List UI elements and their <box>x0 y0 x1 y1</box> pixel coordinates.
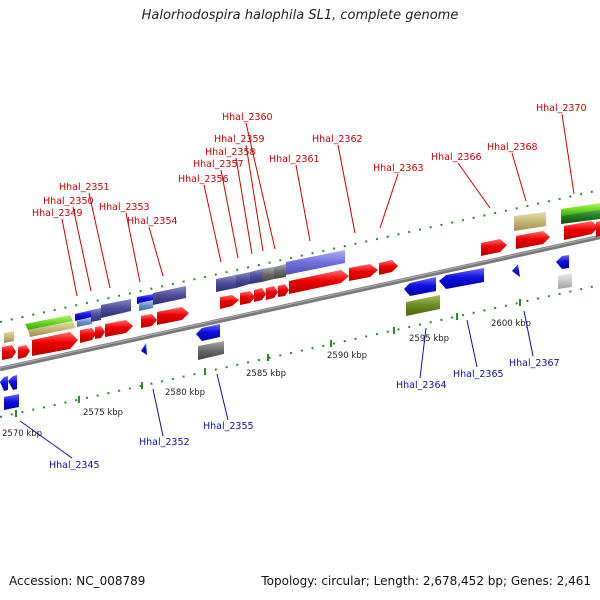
reverse-gene-arrow <box>0 376 8 391</box>
reverse-gene-arrow <box>141 343 147 355</box>
gene-label: Hhal_2360 <box>222 112 273 123</box>
gene-label: Hhal_2367 <box>509 358 560 369</box>
steel-feature <box>139 300 153 311</box>
gene-label: Hhal_2358 <box>205 147 256 158</box>
backbone-line <box>0 234 600 372</box>
forward-gene-arrow <box>289 270 349 294</box>
gene-label: Hhal_2352 <box>139 437 190 448</box>
forward-gene-arrow <box>157 307 189 325</box>
top-gene-labels: Hhal_2349 Hhal_2350 Hhal_2351 Hhal_2353 … <box>32 103 587 227</box>
steel-feature <box>77 317 92 327</box>
dark-green-feature <box>561 210 600 224</box>
gene-label: Hhal_2357 <box>193 159 244 170</box>
lavender-feature <box>286 250 345 275</box>
navy-feature <box>216 275 236 292</box>
gene-label: Hhal_2359 <box>214 134 265 145</box>
reverse-gene-arrow <box>196 324 220 341</box>
forward-gene-arrow <box>596 221 600 237</box>
grey-feature <box>198 341 224 360</box>
reverse-gene-arrow <box>4 394 19 410</box>
green-feature <box>25 315 73 330</box>
grey-feature <box>274 264 286 279</box>
gene-label: Hhal_2350 <box>43 196 94 207</box>
forward-gene-arrow <box>2 345 16 360</box>
gene-label: Hhal_2370 <box>536 103 587 114</box>
gene-label: Hhal_2349 <box>32 208 83 219</box>
forward-gene-arrow <box>80 328 96 343</box>
olive-feature <box>406 295 440 316</box>
green-feature <box>561 203 600 217</box>
reverse-gene-arrow <box>404 277 436 296</box>
reverse-strand-features <box>0 255 572 410</box>
blue-feature <box>75 310 92 321</box>
reverse-gene-arrow <box>439 268 484 289</box>
gene-label: Hhal_2366 <box>431 152 482 163</box>
tan-feature <box>4 331 14 343</box>
tan-feature <box>28 321 75 337</box>
scale-label: 2595 kbp <box>409 334 449 344</box>
major-ticks <box>15 299 521 417</box>
reverse-gene-arrow <box>8 375 17 390</box>
backbone-highlight <box>0 235 600 369</box>
scale-label: 2570 kbp <box>2 429 42 439</box>
forward-strand-features <box>2 203 600 360</box>
gene-label: Hhal_2363 <box>373 163 424 174</box>
reverse-gene-arrow <box>512 264 520 277</box>
reverse-gene-arrow <box>556 255 569 269</box>
grey-feature <box>262 267 274 282</box>
forward-gene-arrow <box>32 332 78 356</box>
navy-feature <box>91 308 101 322</box>
forward-gene-arrow <box>240 291 255 305</box>
navy-feature <box>153 286 186 305</box>
forward-gene-arrow <box>379 260 398 275</box>
scale-label: 2600 kbp <box>491 319 531 329</box>
scale-label: 2590 kbp <box>327 351 367 361</box>
navy-feature <box>250 269 262 284</box>
forward-gene-arrow <box>105 320 133 337</box>
forward-gene-arrow <box>349 264 378 281</box>
forward-gene-arrow <box>564 221 598 240</box>
scale-label: 2580 kbp <box>165 388 205 398</box>
forward-gene-arrow <box>95 326 105 339</box>
gene-label: Hhal_2362 <box>312 134 363 145</box>
accession-label: Accession: NC_008789 <box>9 574 146 588</box>
forward-gene-arrow <box>254 288 266 302</box>
bottom-gene-labels: Hhal_2345 Hhal_2352 Hhal_2355 Hhal_2364 … <box>49 358 560 471</box>
gene-label: Hhal_2353 <box>99 202 150 213</box>
navy-feature <box>236 272 250 288</box>
scale-label: 2585 kbp <box>246 369 286 379</box>
gene-label: Hhal_2361 <box>269 154 320 165</box>
gene-label: Hhal_2345 <box>49 460 100 471</box>
forward-gene-arrow <box>141 314 157 328</box>
scale-label: 2575 kbp <box>83 408 123 418</box>
navy-feature <box>101 299 131 318</box>
scale-labels: 2570 kbp 2575 kbp 2580 kbp 2585 kbp 2590… <box>2 319 531 439</box>
gene-label: Hhal_2368 <box>487 142 538 153</box>
bottom-label-leaders <box>19 310 534 459</box>
gene-label: Hhal_2364 <box>396 380 447 391</box>
gene-label: Hhal_2356 <box>178 174 229 185</box>
forward-gene-arrow <box>278 284 289 297</box>
gene-label: Hhal_2351 <box>59 182 110 193</box>
forward-gene-arrow <box>220 295 239 309</box>
gene-label: Hhal_2365 <box>453 369 504 380</box>
gene-label: Hhal_2355 <box>203 421 254 432</box>
forward-gene-arrow <box>18 345 30 359</box>
forward-gene-arrow <box>266 286 278 300</box>
light-grey-feature <box>558 273 572 289</box>
tan-feature <box>514 212 546 231</box>
forward-gene-arrow <box>481 239 507 256</box>
top-label-leaders <box>61 113 575 297</box>
page-title: Halorhodospira halophila SL1, complete g… <box>141 8 459 23</box>
forward-gene-arrow <box>516 231 550 249</box>
topology-label: Topology: circular; Length: 2,678,452 bp… <box>261 574 591 588</box>
gene-label: Hhal_2354 <box>127 216 178 227</box>
